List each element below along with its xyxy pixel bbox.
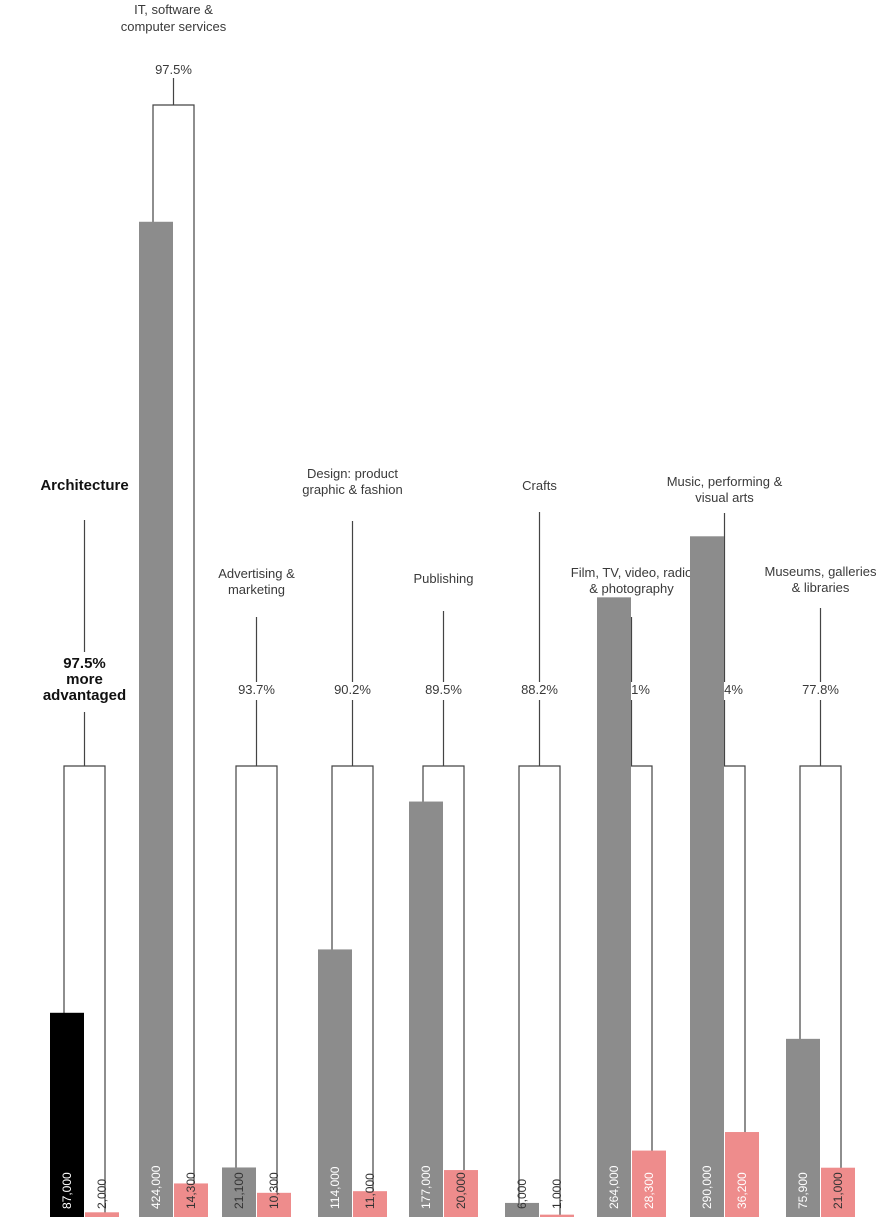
data-label: 6,000: [515, 1179, 529, 1209]
sector-name: & photography: [589, 581, 674, 596]
bar: [505, 1202, 539, 1217]
bar: [353, 1191, 387, 1217]
bar: [632, 1150, 666, 1217]
bar: [821, 1167, 855, 1217]
data-label: 177,000: [419, 1165, 433, 1209]
bracket-outline: [235, 765, 278, 1217]
data-label: 2,000: [95, 1179, 109, 1209]
data-label: 87,000: [60, 1172, 74, 1209]
pct-label: 90.2%: [334, 682, 371, 697]
bar: [690, 536, 724, 1217]
data-label: 290,000: [700, 1165, 714, 1209]
pct-label: 89.5%: [425, 682, 462, 697]
bar: [597, 597, 631, 1217]
data-label: 36,200: [735, 1172, 749, 1209]
data-label: 75,900: [796, 1172, 810, 1209]
sector-name: marketing: [228, 582, 285, 597]
pct-label: 88.2%: [521, 682, 558, 697]
sector-name: Architecture: [40, 477, 128, 494]
sector-name: Publishing: [414, 571, 474, 586]
pct-label: more: [66, 671, 103, 688]
bar: [786, 1038, 820, 1217]
pct-label: 97.5%: [63, 655, 106, 672]
bar: [257, 1192, 291, 1217]
sector-name: Film, TV, video, radio: [571, 565, 692, 580]
bar: [409, 801, 443, 1217]
sector-name: Music, performing &: [667, 474, 783, 489]
bar: [85, 1212, 119, 1217]
data-label: 10,300: [267, 1172, 281, 1209]
data-label: 11,000: [363, 1173, 377, 1209]
bar: [444, 1170, 478, 1217]
pct-label: 93.7%: [238, 682, 275, 697]
data-label: 264,000: [607, 1165, 621, 1209]
pct-label: advantaged: [43, 687, 126, 704]
sector-name: Advertising &: [218, 566, 295, 581]
data-label: 28,300: [642, 1172, 656, 1209]
sector-name: Design: product: [307, 466, 398, 481]
bar: [139, 221, 173, 1217]
data-label: 21,000: [831, 1172, 845, 1209]
bar: [725, 1132, 759, 1217]
data-label: 1,000: [550, 1179, 564, 1209]
data-label: 21,100: [232, 1172, 246, 1209]
data-label: 20,000: [454, 1172, 468, 1209]
sector-name: graphic & fashion: [302, 482, 402, 497]
sector-name: & libraries: [792, 580, 850, 595]
bar: [222, 1167, 256, 1217]
sector-name: Museums, galleries: [765, 564, 877, 579]
sector-name: visual arts: [695, 490, 754, 505]
bar: [540, 1214, 574, 1217]
sector-name: IT, software &: [134, 2, 213, 17]
pct-label: 97.5%: [155, 62, 192, 77]
bar: [318, 949, 352, 1217]
sector-name: Crafts: [522, 478, 557, 493]
data-label: 14,300: [184, 1172, 198, 1209]
data-label: 114,000: [328, 1166, 342, 1209]
sector-name: computer services: [121, 19, 227, 34]
bar: [174, 1183, 208, 1217]
bracket-outline: [518, 765, 561, 1217]
pct-label: 77.8%: [802, 682, 839, 697]
bar: [50, 1012, 84, 1217]
data-label: 424,000: [149, 1165, 163, 1209]
